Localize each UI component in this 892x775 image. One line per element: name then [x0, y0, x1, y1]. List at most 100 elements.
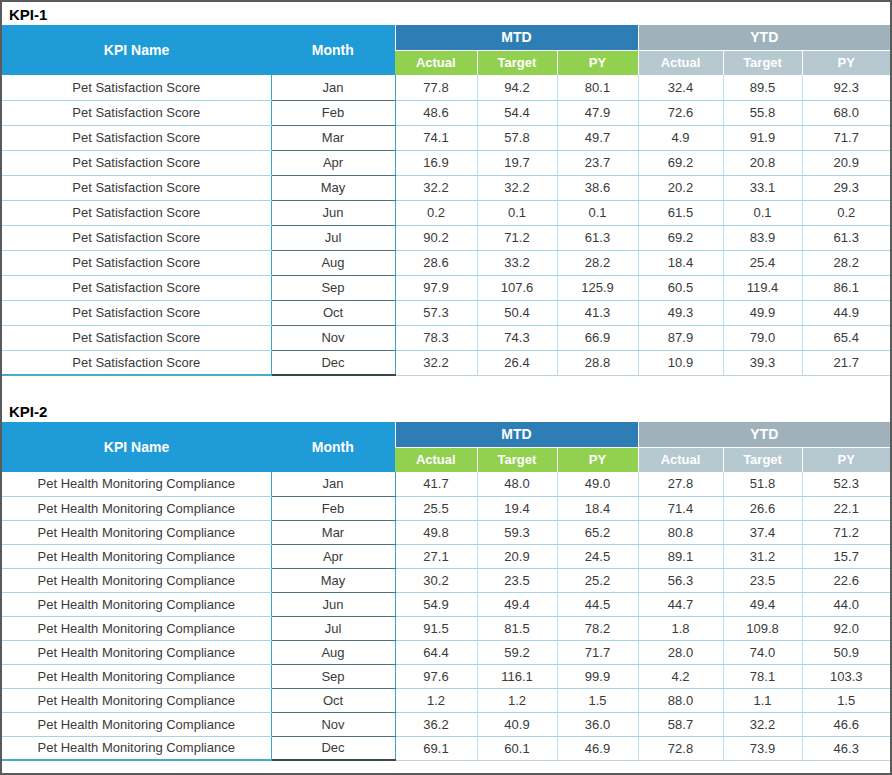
value-cell: 72.8 — [638, 736, 723, 760]
value-cell: 46.9 — [557, 736, 638, 760]
mtd-group-header: MTD — [395, 422, 638, 447]
month-cell: Jan — [271, 472, 395, 496]
month-header: Month — [271, 25, 395, 75]
value-cell: 49.4 — [477, 592, 557, 616]
value-cell: 27.1 — [395, 544, 477, 568]
month-cell: Jul — [271, 616, 395, 640]
value-cell: 44.7 — [638, 592, 723, 616]
kpi-block-1: KPI-1 KPI Name Month MTD YTD Actual Targ… — [2, 2, 890, 376]
kpi-name-cell: Pet Health Monitoring Compliance — [2, 736, 271, 760]
month-cell: Aug — [271, 250, 395, 275]
ytd-group-header: YTD — [638, 25, 890, 50]
value-cell: 68.0 — [802, 100, 890, 125]
value-cell: 64.4 — [395, 640, 477, 664]
value-cell: 107.6 — [477, 275, 557, 300]
value-cell: 57.8 — [477, 125, 557, 150]
value-cell: 89.1 — [638, 544, 723, 568]
kpi-name-cell: Pet Satisfaction Score — [2, 200, 271, 225]
value-cell: 28.6 — [395, 250, 477, 275]
mtd-target-header: Target — [477, 50, 557, 75]
table-row: Pet Health Monitoring ComplianceApr27.12… — [2, 544, 890, 568]
table-row: Pet Health Monitoring ComplianceNov36.24… — [2, 712, 890, 736]
value-cell: 25.2 — [557, 568, 638, 592]
month-cell: Jan — [271, 75, 395, 100]
value-cell: 61.3 — [557, 225, 638, 250]
value-cell: 99.9 — [557, 664, 638, 688]
month-cell: Aug — [271, 640, 395, 664]
value-cell: 74.1 — [395, 125, 477, 150]
value-cell: 28.8 — [557, 350, 638, 375]
value-cell: 91.5 — [395, 616, 477, 640]
value-cell: 46.6 — [802, 712, 890, 736]
kpi-name-header: KPI Name — [2, 422, 271, 472]
header-row-groups: KPI Name Month MTD YTD — [2, 422, 890, 447]
month-cell: Nov — [271, 325, 395, 350]
kpi-table-2: KPI Name Month MTD YTD Actual Target PY … — [2, 422, 890, 761]
month-cell: Apr — [271, 150, 395, 175]
kpi-name-cell: Pet Health Monitoring Compliance — [2, 520, 271, 544]
kpi-name-cell: Pet Satisfaction Score — [2, 300, 271, 325]
table-row: Pet Health Monitoring ComplianceOct1.21.… — [2, 688, 890, 712]
table-row: Pet Health Monitoring ComplianceMay30.22… — [2, 568, 890, 592]
value-cell: 4.9 — [638, 125, 723, 150]
table-row: Pet Satisfaction ScoreFeb48.654.447.972.… — [2, 100, 890, 125]
value-cell: 19.7 — [477, 150, 557, 175]
value-cell: 37.4 — [723, 520, 802, 544]
value-cell: 49.0 — [557, 472, 638, 496]
mtd-target-header: Target — [477, 447, 557, 472]
value-cell: 24.5 — [557, 544, 638, 568]
value-cell: 1.5 — [802, 688, 890, 712]
kpi-name-cell: Pet Satisfaction Score — [2, 175, 271, 200]
mtd-py-header: PY — [557, 447, 638, 472]
value-cell: 65.2 — [557, 520, 638, 544]
value-cell: 71.2 — [802, 520, 890, 544]
table-row: Pet Health Monitoring ComplianceJun54.94… — [2, 592, 890, 616]
kpi-name-cell: Pet Health Monitoring Compliance — [2, 712, 271, 736]
value-cell: 23.5 — [477, 568, 557, 592]
value-cell: 1.8 — [638, 616, 723, 640]
kpi-name-cell: Pet Satisfaction Score — [2, 275, 271, 300]
value-cell: 32.2 — [395, 175, 477, 200]
header-row-groups: KPI Name Month MTD YTD — [2, 25, 890, 50]
value-cell: 20.9 — [802, 150, 890, 175]
value-cell: 19.4 — [477, 496, 557, 520]
kpi-title-1: KPI-1 — [2, 2, 890, 25]
value-cell: 32.2 — [723, 712, 802, 736]
kpi-name-header: KPI Name — [2, 25, 271, 75]
value-cell: 65.4 — [802, 325, 890, 350]
value-cell: 61.3 — [802, 225, 890, 250]
value-cell: 20.9 — [477, 544, 557, 568]
value-cell: 47.9 — [557, 100, 638, 125]
table-row: Pet Satisfaction ScoreSep97.9107.6125.96… — [2, 275, 890, 300]
month-cell: Mar — [271, 125, 395, 150]
value-cell: 18.4 — [638, 250, 723, 275]
value-cell: 86.1 — [802, 275, 890, 300]
value-cell: 33.2 — [477, 250, 557, 275]
value-cell: 51.8 — [723, 472, 802, 496]
value-cell: 79.0 — [723, 325, 802, 350]
month-cell: Dec — [271, 736, 395, 760]
ytd-target-header: Target — [723, 50, 802, 75]
value-cell: 59.3 — [477, 520, 557, 544]
value-cell: 1.2 — [477, 688, 557, 712]
month-cell: Dec — [271, 350, 395, 375]
value-cell: 36.2 — [395, 712, 477, 736]
kpi-name-cell: Pet Satisfaction Score — [2, 75, 271, 100]
value-cell: 49.3 — [638, 300, 723, 325]
table-row: Pet Satisfaction ScoreMay32.232.238.620.… — [2, 175, 890, 200]
month-cell: Jun — [271, 200, 395, 225]
value-cell: 74.3 — [477, 325, 557, 350]
table-row: Pet Satisfaction ScoreApr16.919.723.769.… — [2, 150, 890, 175]
mtd-group-header: MTD — [395, 25, 638, 50]
value-cell: 22.1 — [802, 496, 890, 520]
value-cell: 52.3 — [802, 472, 890, 496]
value-cell: 27.8 — [638, 472, 723, 496]
value-cell: 4.2 — [638, 664, 723, 688]
value-cell: 25.4 — [723, 250, 802, 275]
month-cell: Mar — [271, 520, 395, 544]
ytd-actual-header: Actual — [638, 50, 723, 75]
kpi-name-cell: Pet Satisfaction Score — [2, 225, 271, 250]
value-cell: 74.0 — [723, 640, 802, 664]
table-row: Pet Health Monitoring ComplianceDec69.16… — [2, 736, 890, 760]
value-cell: 90.2 — [395, 225, 477, 250]
